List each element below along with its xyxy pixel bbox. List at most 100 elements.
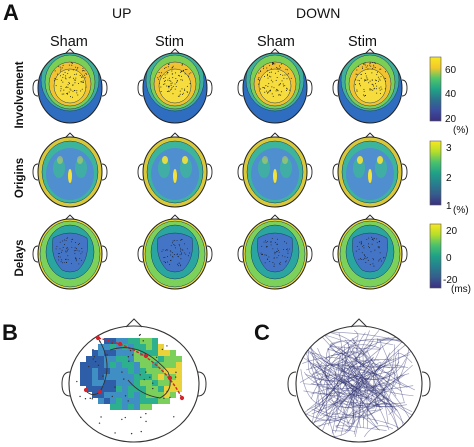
panel-c-trajectory bbox=[364, 425, 394, 438]
panel-c-trajectory bbox=[314, 371, 398, 411]
panel-c-nose bbox=[350, 318, 368, 328]
panel-c-trajectory bbox=[323, 344, 381, 388]
topomap-left-ear bbox=[32, 245, 39, 263]
panel-c-trajectory bbox=[305, 364, 361, 438]
panel-c-trajectory bbox=[334, 364, 375, 433]
panel-c-trajectory bbox=[310, 374, 416, 437]
panel-c-trajectory bbox=[317, 365, 365, 414]
topomap-involvement-2 bbox=[137, 48, 213, 124]
panel-c-trajectory bbox=[337, 330, 413, 394]
panel-c-trajectory bbox=[351, 337, 415, 391]
panel-c-trajectory bbox=[313, 356, 359, 391]
panel-c-trajectory bbox=[341, 346, 358, 373]
column-label-stim-up: Stim bbox=[155, 34, 184, 50]
topomap-nose bbox=[169, 48, 181, 55]
panel-c-trajectory bbox=[302, 346, 407, 380]
panel-b-path-node bbox=[179, 395, 185, 401]
topomap-head-outline bbox=[337, 218, 403, 290]
panel-b-propagation-path bbox=[97, 337, 183, 399]
panel-c-trajectory bbox=[373, 354, 415, 417]
panel-c-trajectories bbox=[287, 318, 431, 443]
panel-c-trajectory bbox=[352, 385, 406, 405]
panel-c-trajectory bbox=[328, 361, 382, 409]
panel-c-trajectory bbox=[324, 355, 405, 368]
panel-c-trajectory bbox=[305, 339, 361, 383]
panel-c-trajectory bbox=[381, 344, 402, 385]
topomap-nose bbox=[364, 48, 376, 55]
colorbar-origins-tick-low: 1 bbox=[446, 201, 452, 212]
panel-c-trajectory bbox=[311, 408, 351, 432]
topomap-head-outline bbox=[37, 136, 103, 208]
topomap-right-ear bbox=[306, 245, 313, 263]
panel-c-trajectory bbox=[358, 330, 415, 428]
panel-c-trajectory bbox=[310, 362, 375, 409]
topomap-nose bbox=[64, 132, 76, 139]
panel-c-trajectory bbox=[324, 335, 359, 384]
panel-c-trajectory bbox=[374, 364, 409, 409]
topomap-grid bbox=[32, 48, 408, 290]
panel-c-trajectory bbox=[346, 372, 396, 425]
panel-c-trajectory bbox=[394, 352, 413, 403]
panel-c-trajectory bbox=[356, 360, 402, 392]
panel-c-trajectory bbox=[327, 350, 356, 359]
panel-c-trajectory bbox=[341, 400, 383, 412]
topomap-right-ear bbox=[306, 163, 313, 181]
topomap-left-ear bbox=[237, 163, 244, 181]
panel-c-trajectory bbox=[333, 361, 365, 397]
panel-c-trajectory bbox=[309, 374, 370, 426]
panel-c-trajectory bbox=[310, 384, 339, 395]
colorbar-involvement-tick-high: 60 bbox=[445, 65, 457, 76]
panel-c-trajectory bbox=[325, 372, 382, 417]
panel-c-trajectory bbox=[329, 392, 394, 407]
panel-c-trajectory bbox=[359, 377, 393, 415]
row-label-origins: Origins bbox=[14, 158, 26, 198]
topomap-delays-2 bbox=[137, 214, 213, 290]
topomap-involvement-4 bbox=[332, 48, 408, 124]
panel-c-trajectory bbox=[329, 343, 391, 369]
panel-c-trajectory bbox=[309, 331, 375, 420]
panel-b-path-node bbox=[143, 353, 149, 359]
group-label-up: UP bbox=[112, 5, 131, 21]
topomap-left-ear bbox=[332, 163, 339, 181]
panel-b-head-map bbox=[61, 318, 207, 443]
topomap-delays-4 bbox=[332, 214, 408, 290]
panel-b-nose bbox=[125, 318, 143, 328]
panel-c-trajectory bbox=[317, 347, 330, 366]
row-label-involvement: Involvement bbox=[14, 61, 26, 128]
topomap-nose bbox=[169, 132, 181, 139]
topomap-delays-3 bbox=[237, 214, 313, 290]
topomap-origins-2 bbox=[137, 132, 213, 208]
topomap-nose bbox=[269, 48, 281, 55]
panel-c-trajectory bbox=[354, 356, 393, 368]
colorbar-origins-unit: (%) bbox=[453, 205, 469, 216]
panel-c-trajectory bbox=[311, 365, 326, 395]
topomap-head-outline bbox=[242, 136, 308, 208]
panel-c-letter: C bbox=[254, 320, 270, 345]
panel-c-trajectory bbox=[347, 339, 374, 359]
topomap-right-ear bbox=[206, 163, 213, 181]
topomap-left-ear bbox=[32, 79, 39, 97]
panel-c-trajectory bbox=[331, 352, 367, 378]
panel-b-path-node bbox=[97, 389, 103, 395]
panel-c-trajectory bbox=[319, 393, 368, 417]
panel-c-trajectory bbox=[347, 372, 400, 434]
panel-c-trajectory bbox=[341, 361, 413, 413]
topomap-involvement-1 bbox=[32, 48, 108, 124]
panel-c-trajectory bbox=[302, 357, 369, 429]
colorbar-origins: 3 2 1 (%) bbox=[429, 140, 469, 216]
panel-c-trajectory bbox=[340, 349, 400, 380]
topomap-nose bbox=[64, 48, 76, 55]
panel-c-head-outline bbox=[295, 325, 423, 443]
panel-c-trajectory bbox=[316, 361, 379, 407]
topomap-right-ear bbox=[401, 79, 408, 97]
column-label-sham-up: Sham bbox=[50, 34, 88, 50]
topomap-origins-4 bbox=[332, 132, 408, 208]
panel-b-letter: B bbox=[2, 320, 18, 345]
panel-c-trajectory bbox=[328, 382, 391, 390]
panel-c-trajectory bbox=[351, 364, 413, 399]
panel-c-trajectory bbox=[317, 393, 381, 431]
panel-c-trajectory bbox=[340, 352, 391, 409]
panel-b-left-ear bbox=[61, 371, 71, 397]
colorbar-involvement-tick-mid: 40 bbox=[445, 89, 457, 100]
